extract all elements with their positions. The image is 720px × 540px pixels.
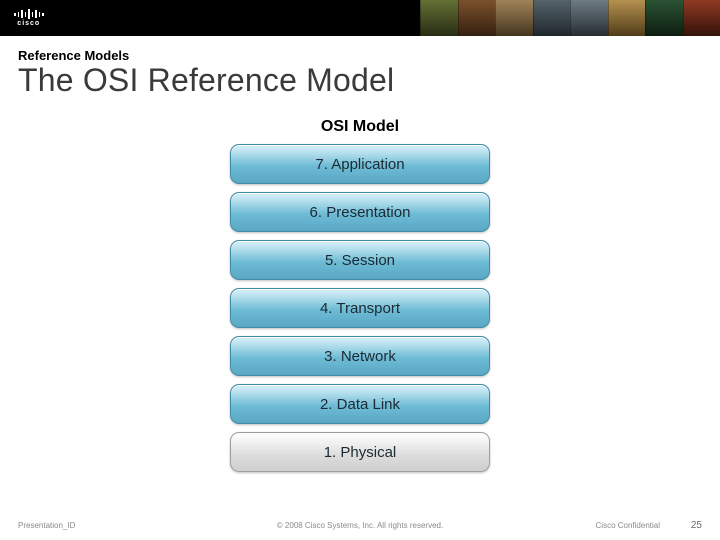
footer-page-number: 25 [691,520,702,531]
page-title: The OSI Reference Model [18,62,394,99]
osi-layer-label: 7. Application [315,156,404,173]
footer-confidential: Cisco Confidential [596,521,660,530]
header-photo-strip [420,0,720,36]
osi-layer-transport: 4. Transport [230,288,490,328]
osi-layer-label: 3. Network [324,348,396,365]
osi-title: OSI Model [230,118,490,136]
slide: cisco Reference Models The OSI Reference… [0,0,720,540]
osi-layer-presentation: 6. Presentation [230,192,490,232]
footer: Presentation_ID © 2008 Cisco Systems, In… [0,521,720,530]
topbar: cisco [0,0,720,36]
osi-model: OSI Model 7. Application 6. Presentation… [230,118,490,472]
osi-layer-datalink: 2. Data Link [230,384,490,424]
osi-layer-physical: 1. Physical [230,432,490,472]
footer-copyright: © 2008 Cisco Systems, Inc. All rights re… [277,521,443,530]
section-label: Reference Models [18,48,129,63]
osi-layer-label: 2. Data Link [320,396,400,413]
osi-layer-network: 3. Network [230,336,490,376]
osi-layer-session: 5. Session [230,240,490,280]
footer-left: Presentation_ID [18,521,75,530]
osi-layer-label: 1. Physical [324,444,397,461]
osi-layers: 7. Application 6. Presentation 5. Sessio… [230,144,490,472]
osi-layer-label: 6. Presentation [310,204,411,221]
osi-layer-label: 4. Transport [320,300,400,317]
osi-layer-label: 5. Session [325,252,395,269]
cisco-logo-text: cisco [17,20,40,27]
cisco-logo-waves [14,9,44,19]
cisco-logo: cisco [14,9,44,27]
osi-layer-application: 7. Application [230,144,490,184]
